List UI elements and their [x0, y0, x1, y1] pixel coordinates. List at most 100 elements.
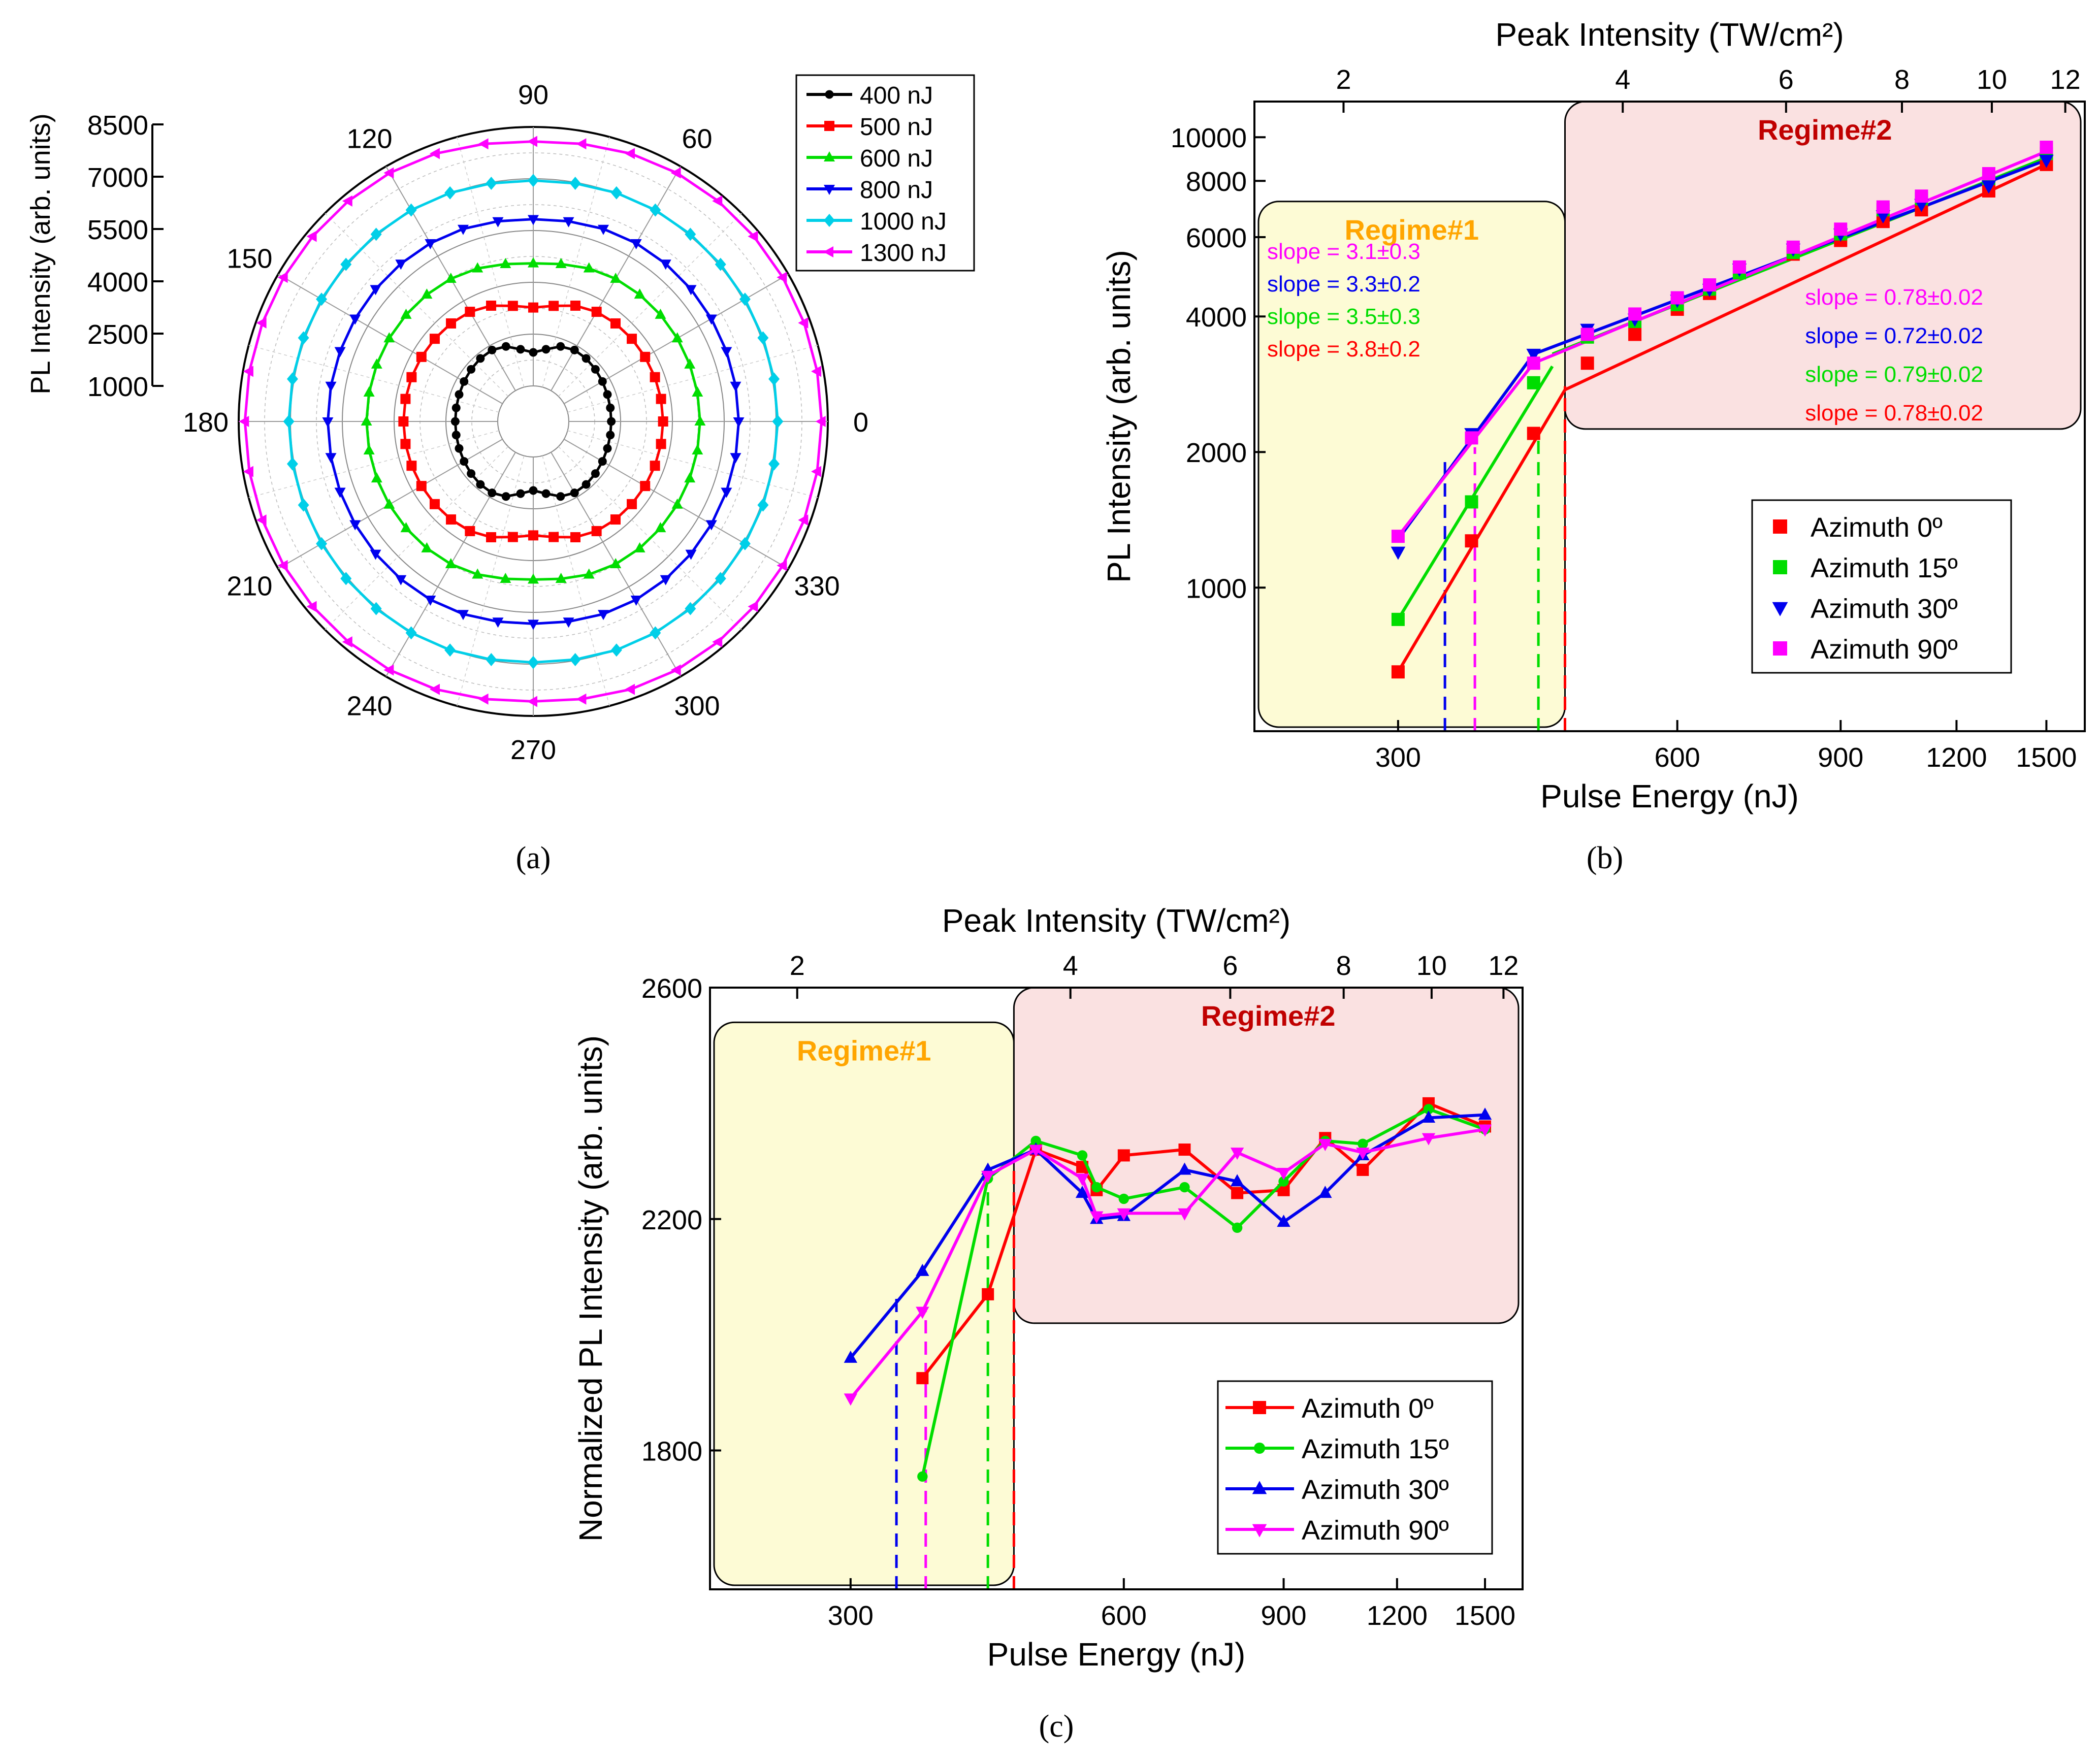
polar-data-point: [460, 457, 469, 466]
polar-data-point: [606, 431, 615, 440]
polar-data-point: [425, 595, 436, 606]
data-point: [1318, 1186, 1332, 1198]
data-point: [1090, 1211, 1104, 1224]
polar-data-point: [528, 573, 539, 584]
polar-data-point: [670, 167, 681, 179]
panel-b-loglog-chart: Regime#1 Regime#2 300 600 900 1200 1500 2 4 6 8 10 1…: [1101, 16, 2086, 814]
polar-data-point: [634, 288, 645, 299]
radial-axis-title: PL Intensity (arb. units): [25, 113, 56, 394]
polar-data-point: [371, 472, 382, 483]
polar-data-point: [371, 358, 382, 369]
y-tick-label: 2000: [1186, 438, 1247, 468]
top-tick-label: 12: [2050, 64, 2081, 95]
polar-data-point: [465, 526, 475, 536]
x-tick-label: 1500: [2016, 742, 2077, 773]
polar-data-point: [625, 683, 635, 695]
data-point: [1580, 356, 1594, 370]
polar-data-point: [730, 381, 741, 392]
polar-data-point: [733, 417, 745, 428]
polar-data-point: [670, 664, 681, 676]
legend-marker: [824, 185, 835, 195]
series-line: [849, 1128, 1486, 1399]
legend-marker: [1253, 1401, 1266, 1414]
polar-data-point: [486, 653, 497, 667]
polar-data-point: [528, 530, 538, 541]
polar-data-point: [457, 610, 469, 620]
data-point: [1117, 1208, 1131, 1221]
y-tick-label: 8000: [1186, 167, 1247, 197]
data-point: [917, 1471, 928, 1482]
polar-data-point: [757, 331, 769, 345]
polar-data-point: [777, 560, 787, 571]
top-tick-label: 4: [1615, 64, 1630, 95]
polar-data-point: [425, 239, 436, 250]
regime-label: Regime#2: [1758, 114, 1892, 146]
legend-box: [1751, 499, 2012, 674]
data-point: [916, 1263, 929, 1276]
x-tick-label: 1500: [1455, 1600, 1515, 1631]
polar-data-point: [395, 259, 407, 270]
data-point: [1703, 278, 1717, 292]
polar-data-point: [685, 549, 697, 560]
polar-data-point: [383, 498, 395, 509]
top-axis-title: Peak Intensity (TW/cm²): [942, 902, 1290, 939]
data-point: [1230, 1148, 1244, 1160]
y-tick-label: 1000: [1186, 573, 1247, 604]
polar-data-point: [598, 224, 609, 235]
angle-tick-label: 240: [346, 691, 392, 722]
polar-data-point: [630, 595, 642, 606]
polar-data-point: [277, 560, 288, 571]
legend-label: 500 nJ: [860, 114, 933, 141]
polar-data-point: [591, 307, 602, 317]
polar-data-point: [406, 372, 417, 382]
polar-data-point: [416, 481, 427, 492]
top-tick-label: 6: [1779, 64, 1794, 95]
polar-data-point: [650, 372, 660, 382]
legend-marker: [1773, 519, 1787, 534]
polar-data-point: [405, 203, 417, 217]
polar-data-point: [342, 195, 352, 207]
polar-data-point: [598, 457, 607, 466]
polar-data-point: [660, 259, 671, 270]
fit-line: [1564, 163, 2047, 391]
top-tick-label: 8: [1894, 64, 1910, 95]
x-tick-label: 600: [1655, 742, 1700, 773]
data-point: [1465, 534, 1478, 548]
polar-data-point: [457, 224, 469, 235]
legend-marker: [1773, 641, 1787, 656]
polar-data-point: [455, 390, 464, 399]
polar-data-point: [516, 345, 525, 354]
polar-data-point: [527, 136, 537, 147]
data-point: [1422, 1133, 1436, 1146]
polar-data-point: [576, 693, 587, 705]
polar-data-point: [650, 626, 661, 640]
polar-data-point: [528, 215, 539, 225]
polar-data-point: [340, 257, 352, 271]
polar-data-point: [656, 439, 666, 449]
data-point: [1527, 356, 1540, 370]
angle-tick-label: 180: [183, 407, 229, 438]
polar-data-point: [239, 416, 249, 427]
polar-data-point: [476, 354, 485, 363]
polar-data-point: [606, 403, 615, 412]
legend-label: Azimuth 90º: [1811, 634, 1958, 665]
slope-annotation: slope = 3.5±0.3: [1267, 304, 1420, 329]
y-tick-label: 1800: [641, 1436, 702, 1467]
polar-data-point: [492, 617, 504, 628]
polar-data-point: [421, 542, 433, 552]
polar-data-point: [429, 334, 440, 344]
polar-data-point: [798, 514, 809, 526]
fit-line: [1397, 362, 1535, 538]
legend-marker: [825, 90, 834, 99]
polar-data-point: [603, 390, 612, 399]
polar-data-point: [451, 431, 461, 440]
series-line: [849, 1113, 1486, 1359]
polar-data-point: [684, 358, 696, 369]
y-tick-label: 2600: [641, 973, 702, 1004]
polar-data-point: [739, 537, 751, 550]
polar-data-point: [582, 354, 591, 363]
data-point: [1277, 1168, 1290, 1181]
polar-data-point: [798, 317, 809, 329]
polar-data-point: [634, 542, 645, 552]
polar-data-point: [548, 301, 559, 311]
